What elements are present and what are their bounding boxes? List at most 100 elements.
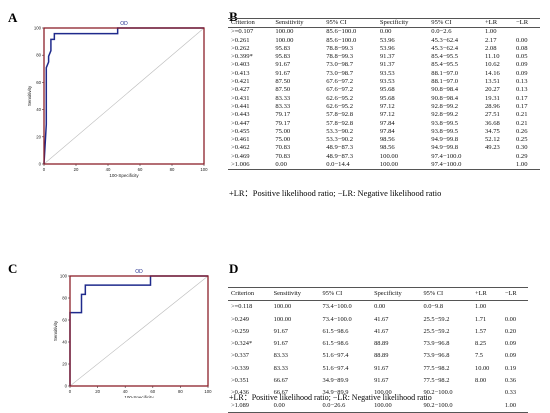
table-row: >0.337 83.33 51.6−97.4 88.89 73.9−96.8 7.5 0.0… — [228, 350, 528, 362]
y-tick-label: 100 — [34, 26, 42, 31]
table-cell: 91.37 — [379, 53, 395, 61]
table-cell: 93.8−99.5 — [431, 127, 459, 135]
table-cell: 77.5−98.2 — [423, 364, 450, 372]
table-cell: 0.17 — [515, 94, 528, 102]
table-cell: >0.431 — [231, 94, 250, 102]
table-row: >0.431 83.33 62.6−95.2 95.68 90.8−98.4 19.31 0… — [228, 95, 540, 103]
table-row: >0.447 79.17 57.8−92.8 97.84 93.8−99.5 36.68 0… — [228, 120, 540, 128]
table-cell: >0.262 — [231, 44, 250, 52]
table-cell: 27.51 — [484, 111, 500, 119]
x-tick-label: 40 — [123, 389, 128, 394]
panel-label-c: C — [8, 261, 18, 276]
table-row: >0.399* 95.83 78.8−99.3 91.37 85.4−95.5 11.10… — [228, 53, 540, 61]
table-cell: >0.351 — [231, 377, 249, 385]
x-tick-label: 0 — [43, 167, 46, 172]
table-cell: 100.00 — [379, 152, 399, 160]
table-cell: 88.1−97.0 — [431, 69, 459, 77]
table-cell: 48.9−87.3 — [326, 152, 353, 160]
table-row: >0.427 87.50 67.6−97.2 95.68 90.8−98.4 20.27 0… — [228, 86, 540, 94]
table-cell: 53.3−90.2 — [326, 127, 353, 135]
x-tick-label: 20 — [74, 167, 79, 172]
chart-title: OD — [135, 269, 143, 275]
table-cell: 94.9−99.8 — [431, 144, 459, 152]
table-row: >0.351 66.67 34.9−89.9 91.67 77.5−98.2 8.00 0.… — [228, 375, 528, 387]
table-cell: 49.23 — [484, 144, 500, 152]
x-tick-label: 40 — [106, 167, 111, 172]
y-tick-label: 40 — [62, 340, 67, 345]
reference-diagonal — [43, 27, 205, 165]
table-cell: 73.4−100.0 — [322, 315, 352, 323]
table-cell: 0.21 — [515, 119, 528, 127]
table-row: >0.339 83.33 51.6−97.4 91.67 77.5−98.2 10.00 0… — [228, 363, 528, 375]
table-cell: 0.17 — [515, 102, 528, 110]
table-cell: 94.9−99.8 — [431, 136, 459, 144]
column-header: +LR — [481, 17, 513, 29]
table-cell: >0.469 — [231, 152, 250, 160]
column-header: +LR — [472, 286, 502, 302]
table-cell: 34.9−89.9 — [322, 377, 349, 385]
table-row: >=0.118 100.00 73.4−100.0 0.00 0.0−9.8 1.00 — [228, 301, 528, 314]
column-header: −LR — [512, 17, 540, 29]
table-cell: 0.09 — [515, 69, 528, 77]
table-cell: >0.249 — [231, 315, 249, 323]
table-cell: 85.6−100.0 — [326, 36, 357, 44]
table-cell: 19.31 — [484, 94, 500, 102]
table-cell: 100.00 — [275, 36, 294, 44]
table-cell: 41.67 — [374, 315, 389, 323]
table-cell: 0.09 — [504, 352, 517, 360]
y-tick-label: 0 — [65, 384, 68, 389]
table-cell: 48.9−87.3 — [326, 144, 353, 152]
table-cell — [502, 301, 528, 314]
table-row: >0.443 79.17 57.8−92.8 97.12 92.8−99.2 27.51 0… — [228, 111, 540, 119]
table-row: >0.262 95.83 78.8−99.3 53.96 45.3−62.4 2.08 0.… — [228, 45, 540, 53]
table-cell: 90.2−100.0 — [423, 389, 453, 397]
table-cell: 67.6−97.2 — [326, 78, 353, 86]
x-tick-label: 20 — [95, 389, 100, 394]
y-tick-label: 60 — [36, 80, 41, 85]
table-row: >0.441 83.33 62.6−95.2 97.12 92.8−99.2 28.96 0… — [228, 103, 540, 111]
table-cell: 57.8−92.8 — [326, 119, 353, 127]
table-cell: 97.12 — [379, 102, 395, 110]
table-cell: 70.83 — [275, 152, 291, 160]
table-cell: 73.4−100.0 — [322, 303, 352, 311]
table-cell: 0.00 — [374, 303, 386, 311]
plot-frame — [43, 27, 205, 165]
table-row: >0.261 100.00 85.6−100.0 53.96 45.3−62.4 2.17… — [228, 37, 540, 45]
column-header: Sensitivity — [272, 17, 324, 29]
table-cell: >0.337 — [231, 352, 249, 360]
table-cell: 0.05 — [515, 53, 528, 61]
y-tick-label: 20 — [62, 362, 67, 367]
table-cell: 61.5−98.6 — [322, 340, 349, 348]
table-cell: 98.56 — [379, 136, 395, 144]
table-cell: 87.50 — [275, 86, 291, 94]
table-cell: >0.443 — [231, 111, 250, 119]
table-cell: 36.68 — [484, 119, 500, 127]
table-cell: 0.09 — [515, 61, 528, 69]
table-cell — [481, 161, 513, 171]
table-cell: 0.00 — [504, 315, 517, 323]
x-tick-label: 80 — [170, 167, 175, 172]
roc-curve-line — [43, 27, 204, 165]
table-cell: 83.33 — [273, 352, 289, 360]
table-cell: 0.0−2.6 — [431, 28, 452, 36]
table-cell: 0.0−9.8 — [423, 303, 444, 311]
y-tick-label: 40 — [36, 107, 41, 112]
table-cell: >=0.118 — [231, 303, 253, 311]
table-header-row: Criterion Sensitivity 95% CI Specificity 95%… — [228, 286, 528, 302]
table-cell: 34.75 — [484, 127, 500, 135]
y-tick-label: 100 — [60, 274, 68, 279]
table-cell: 7.5 — [475, 352, 483, 360]
table-cell: 1.00 — [501, 399, 528, 413]
table-row: >=0.107 100.00 85.6−100.0 0.00 0.0−2.6 1.00 — [228, 28, 540, 37]
table-cell: >0.455 — [231, 127, 250, 135]
x-tick-label: 100 — [204, 389, 212, 394]
table-cell: 2.17 — [484, 36, 497, 44]
table-row: >0.455 75.00 53.3−90.2 97.84 93.8−99.5 34.75 0… — [228, 128, 540, 136]
table-cell: 0.19 — [504, 364, 517, 372]
panel-label-b: B — [229, 9, 238, 24]
table-cell: 85.4−95.5 — [431, 53, 459, 61]
x-tick-label: 60 — [150, 389, 155, 394]
x-tick-label: 0 — [69, 389, 72, 394]
table-cell: 73.0−98.7 — [326, 61, 353, 69]
table-cell: 93.8−99.5 — [431, 119, 459, 127]
